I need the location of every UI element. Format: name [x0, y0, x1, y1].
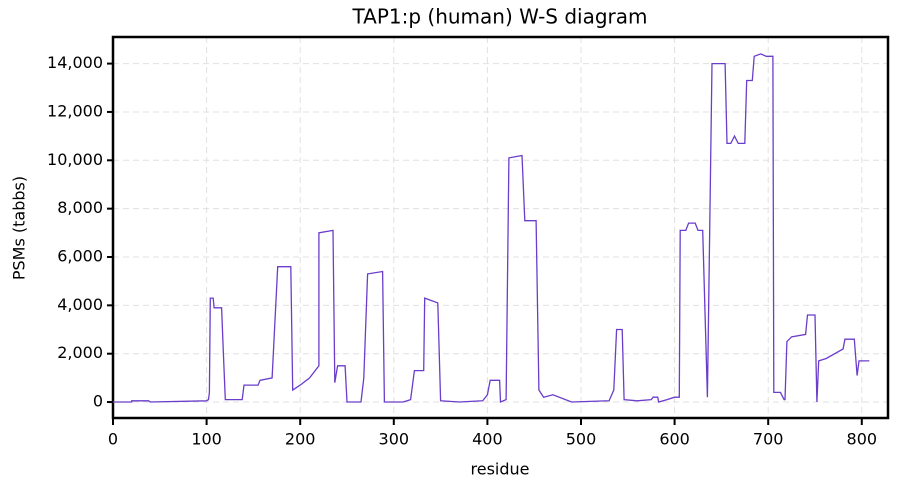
x-tick-label: 400 [472, 430, 503, 449]
chart-title: TAP1:p (human) W-S diagram [351, 5, 647, 29]
x-tick-label: 200 [285, 430, 316, 449]
x-axis-label: residue [471, 460, 530, 479]
y-tick-label: 4,000 [57, 295, 103, 314]
plot-frame [111, 35, 890, 420]
y-tick-label: 2,000 [57, 343, 103, 362]
y-tick-label: 6,000 [57, 246, 103, 265]
x-tick-label: 700 [753, 430, 784, 449]
x-tick-label: 0 [108, 430, 118, 449]
x-tick-label: 300 [379, 430, 410, 449]
x-tick-label: 100 [191, 430, 222, 449]
x-tick-label: 500 [566, 430, 597, 449]
data-line [113, 53, 870, 403]
x-tick-label: 800 [847, 430, 878, 449]
y-tick-label: 10,000 [47, 150, 103, 169]
y-tick-label: 12,000 [47, 101, 103, 120]
y-tick-label: 0 [93, 392, 103, 411]
y-tick-label: 8,000 [57, 198, 103, 217]
x-tick-label: 600 [659, 430, 690, 449]
y-axis-label: PSMs (tabbs) [10, 176, 29, 280]
y-tick-label: 14,000 [47, 53, 103, 72]
